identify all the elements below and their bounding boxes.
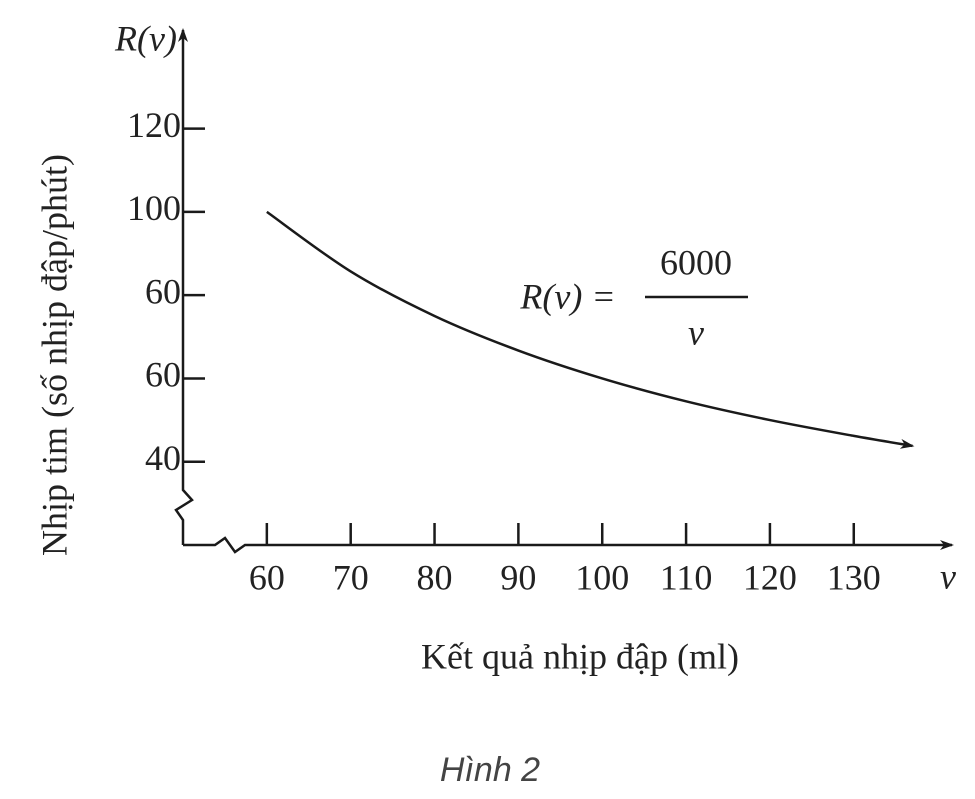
y-axis-label: Nhịp tim (số nhịp đập/phút) (34, 154, 74, 556)
y-tick-label: 120 (127, 105, 181, 145)
annotation-denominator: v (688, 312, 704, 352)
x-axis (183, 536, 954, 554)
y-tick-label: 40 (145, 438, 181, 478)
annotation-lhs: R(v) = (519, 276, 615, 316)
annotation-numerator: 6000 (660, 242, 732, 282)
y-tick-label: 60 (145, 271, 181, 311)
caption: Hình 2 (440, 751, 540, 789)
x-tick-label: 100 (575, 557, 629, 597)
x-tick-label: 80 (417, 557, 453, 597)
x-tick-label: 90 (500, 557, 536, 597)
y-tick-label: 100 (127, 188, 181, 228)
curve (266, 210, 915, 449)
x-tick-label: 120 (743, 557, 797, 597)
y-axis-name: R(v) (114, 18, 177, 58)
x-axis-label: Kết quả nhịp đập (ml) (421, 636, 739, 676)
x-axis-name: v (940, 556, 956, 596)
x-tick-label: 130 (827, 557, 881, 597)
y-axis (174, 28, 194, 545)
x-tick-label: 60 (249, 557, 285, 597)
y-tick-label: 60 (145, 355, 181, 395)
x-tick-label: 70 (333, 557, 369, 597)
x-tick-label: 110 (660, 557, 713, 597)
